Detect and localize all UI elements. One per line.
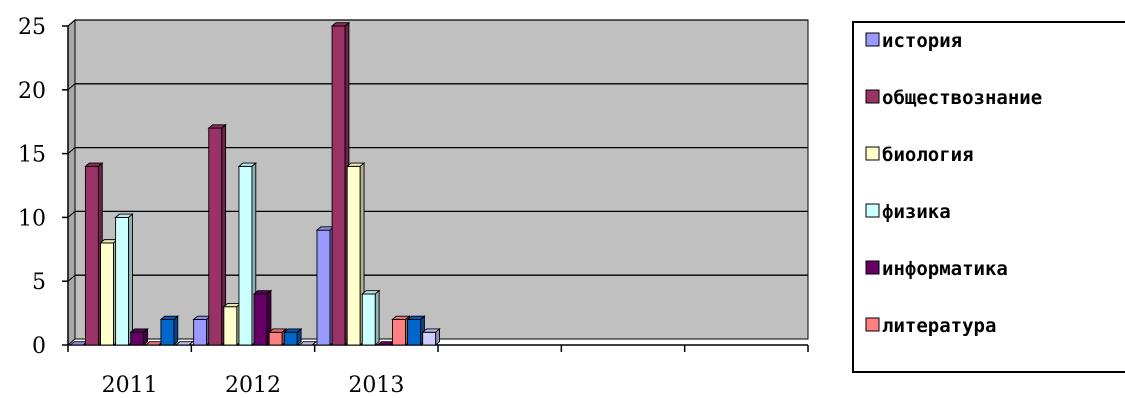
bar: [159, 315, 179, 346]
bar: [298, 341, 318, 346]
bar: [345, 162, 366, 346]
legend-box: [852, 21, 1125, 373]
bar: [252, 289, 273, 346]
bar: [129, 327, 149, 346]
x-tick-labels: 2011 2012 2013: [102, 373, 405, 398]
plot-back-wall: [74, 19, 809, 340]
x-tick-label: 2012: [225, 373, 281, 398]
bar: [361, 289, 381, 346]
legend-item: история: [865, 30, 962, 52]
legend-item: физика: [865, 201, 951, 223]
bar: [192, 315, 212, 346]
legend-label: биология: [882, 144, 974, 166]
y-tick-label: 10: [18, 206, 46, 231]
legend-label: обществознание: [882, 87, 1042, 109]
bar: [222, 302, 242, 346]
legend-item: информатика: [865, 258, 1008, 280]
legend-item: литература: [865, 315, 996, 337]
legend-swatch: [865, 260, 880, 275]
y-tick-label: 15: [18, 143, 46, 168]
x-tick-label: 2011: [102, 373, 158, 398]
bar: [406, 315, 426, 346]
y-tick-label: 5: [32, 270, 46, 295]
legend: история обществознание биология физика инфор…: [852, 21, 1125, 373]
y-tick-label: 0: [32, 334, 46, 359]
legend-item: биология: [865, 144, 974, 166]
bar: [391, 315, 411, 346]
bar: [174, 341, 195, 346]
bar: [114, 213, 134, 346]
legend-swatch: [865, 203, 880, 218]
legend-label: литература: [882, 315, 996, 337]
legend-item: обществознание: [865, 87, 1042, 109]
legend-label: история: [882, 30, 962, 52]
plot-side-wall: [67, 18, 76, 347]
gridline-side: [67, 83, 76, 91]
gridline-side: [67, 147, 76, 154]
bar: [207, 123, 227, 346]
bar: [330, 21, 351, 346]
bar: [315, 225, 336, 346]
bar: [84, 162, 104, 346]
y-tick-label: 25: [18, 15, 46, 40]
axes: [62, 25, 809, 352]
legend-swatch: [865, 89, 880, 104]
gridline-side: [67, 211, 76, 218]
y-tick-labels: 0 5 10 15 20 25: [18, 15, 46, 359]
bar: [421, 327, 441, 346]
gridlines: [67, 19, 808, 282]
bar: [99, 238, 119, 346]
legend-swatch: [865, 32, 880, 47]
y-tick-label: 20: [18, 79, 46, 104]
legend-label: физика: [882, 201, 951, 223]
bar: [267, 327, 288, 346]
gridline-side: [67, 19, 76, 27]
bar: [283, 327, 303, 346]
legend-swatch: [865, 317, 880, 332]
gridline-side: [67, 274, 76, 282]
plot-area: [67, 18, 809, 347]
legend-swatch: [865, 146, 880, 161]
x-tick-label: 2013: [348, 373, 404, 398]
bar: [237, 162, 258, 346]
bars: [69, 21, 441, 346]
legend-label: информатика: [882, 258, 1008, 280]
